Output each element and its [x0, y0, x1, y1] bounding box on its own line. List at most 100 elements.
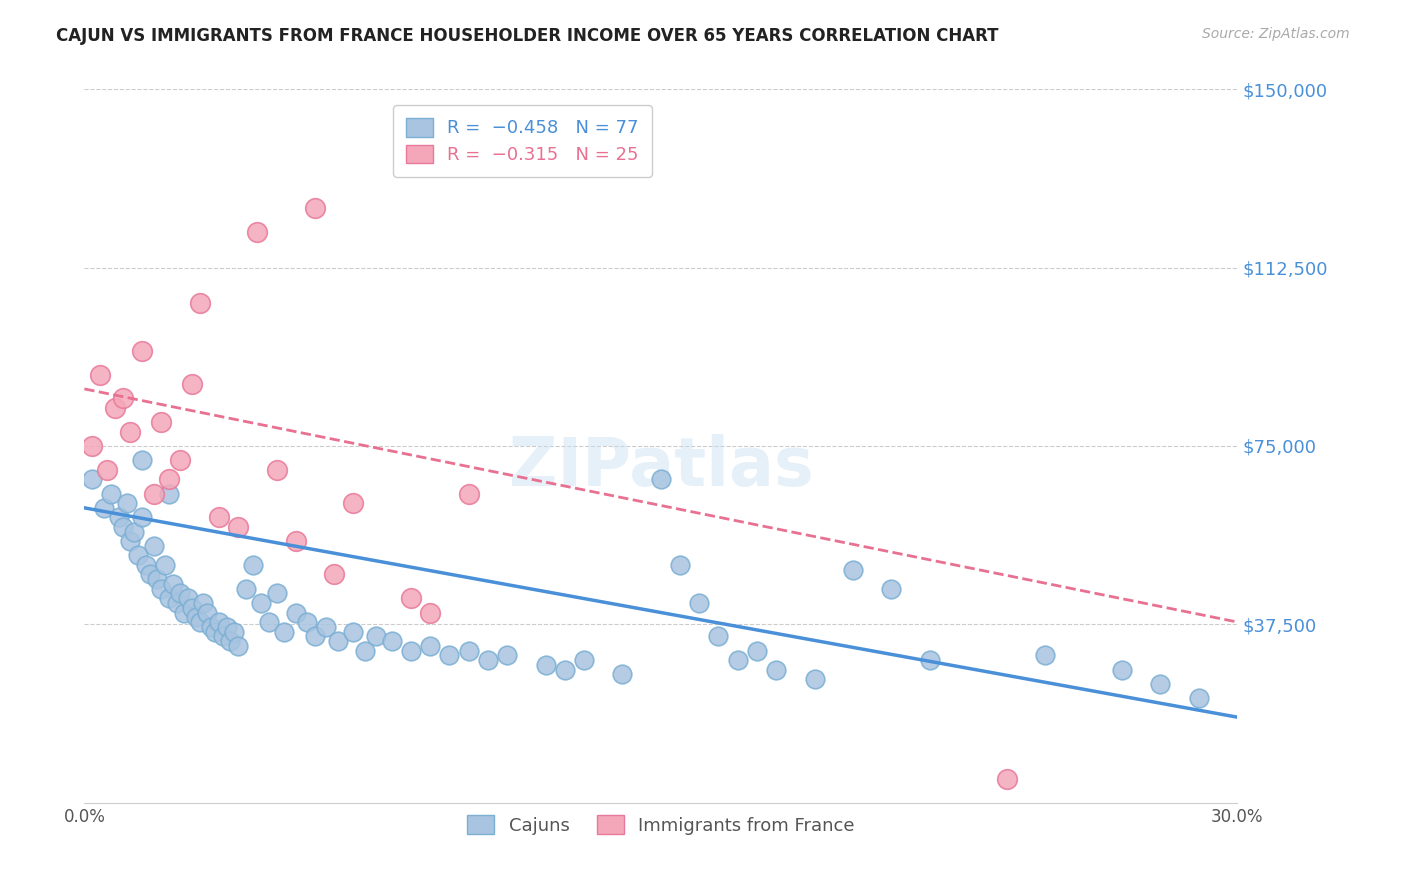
Point [80, 472, 103, 486]
Point [1111, 663, 1133, 677]
Point [439, 648, 461, 663]
Point [419, 606, 441, 620]
Point [273, 624, 295, 639]
Point [166, 596, 188, 610]
Point [211, 629, 233, 643]
Point [650, 472, 672, 486]
Point [96, 463, 118, 477]
Point [188, 615, 211, 629]
Point [266, 586, 288, 600]
Point [104, 401, 127, 415]
Point [342, 624, 364, 639]
Point [803, 672, 825, 686]
Point [142, 539, 165, 553]
Point [169, 453, 191, 467]
Point [215, 620, 238, 634]
Point [193, 596, 215, 610]
Point [246, 225, 269, 239]
Point [150, 415, 173, 429]
Point [93, 500, 115, 515]
Point [188, 296, 211, 310]
Point [727, 653, 749, 667]
Point [457, 486, 479, 500]
Point [80, 439, 103, 453]
Point [1033, 648, 1056, 663]
Point [200, 620, 222, 634]
Point [534, 657, 557, 672]
Point [235, 582, 257, 596]
Point [399, 591, 422, 606]
Point [995, 772, 1018, 786]
Point [153, 558, 176, 572]
Point [284, 606, 307, 620]
Point [115, 496, 138, 510]
Point [208, 615, 231, 629]
Point [457, 643, 479, 657]
Point [120, 425, 142, 439]
Point [477, 653, 499, 667]
Point [150, 582, 173, 596]
Point [157, 486, 180, 500]
Point [765, 663, 787, 677]
Point [266, 463, 288, 477]
Point [169, 586, 191, 600]
Point [181, 600, 204, 615]
Text: Source: ZipAtlas.com: Source: ZipAtlas.com [1202, 27, 1350, 41]
Text: ZIPatlas: ZIPatlas [509, 434, 813, 500]
Point [707, 629, 730, 643]
Point [226, 639, 249, 653]
Point [1149, 677, 1171, 691]
Point [342, 496, 364, 510]
Point [304, 201, 326, 215]
Point [131, 453, 153, 467]
Point [257, 615, 280, 629]
Point [111, 520, 134, 534]
Point [297, 615, 319, 629]
Point [226, 520, 249, 534]
Point [127, 549, 149, 563]
Point [157, 591, 180, 606]
Point [419, 639, 441, 653]
Point [120, 534, 142, 549]
Point [219, 634, 242, 648]
Point [688, 596, 710, 610]
Point [108, 510, 131, 524]
Point [138, 567, 160, 582]
Point [89, 368, 111, 382]
Point [669, 558, 692, 572]
Point [146, 572, 169, 586]
Point [304, 629, 326, 643]
Point [496, 648, 519, 663]
Point [326, 634, 349, 648]
Point [323, 567, 346, 582]
Point [135, 558, 157, 572]
Point [354, 643, 377, 657]
Point [142, 486, 165, 500]
Point [124, 524, 146, 539]
Point [131, 510, 153, 524]
Point [162, 577, 184, 591]
Point [1188, 691, 1211, 706]
Point [157, 472, 180, 486]
Legend: Cajuns, Immigrants from France: Cajuns, Immigrants from France [458, 806, 863, 844]
Point [184, 610, 207, 624]
Point [131, 343, 153, 358]
Point [880, 582, 903, 596]
Point [612, 667, 634, 681]
Point [745, 643, 768, 657]
Point [842, 563, 865, 577]
Point [173, 606, 195, 620]
Point [250, 596, 273, 610]
Point [381, 634, 404, 648]
Point [315, 620, 337, 634]
Point [918, 653, 941, 667]
Point [111, 392, 134, 406]
Point [224, 624, 246, 639]
Point [195, 606, 218, 620]
Point [242, 558, 264, 572]
Point [399, 643, 422, 657]
Point [181, 377, 204, 392]
Point [554, 663, 576, 677]
Point [100, 486, 122, 500]
Point [204, 624, 226, 639]
